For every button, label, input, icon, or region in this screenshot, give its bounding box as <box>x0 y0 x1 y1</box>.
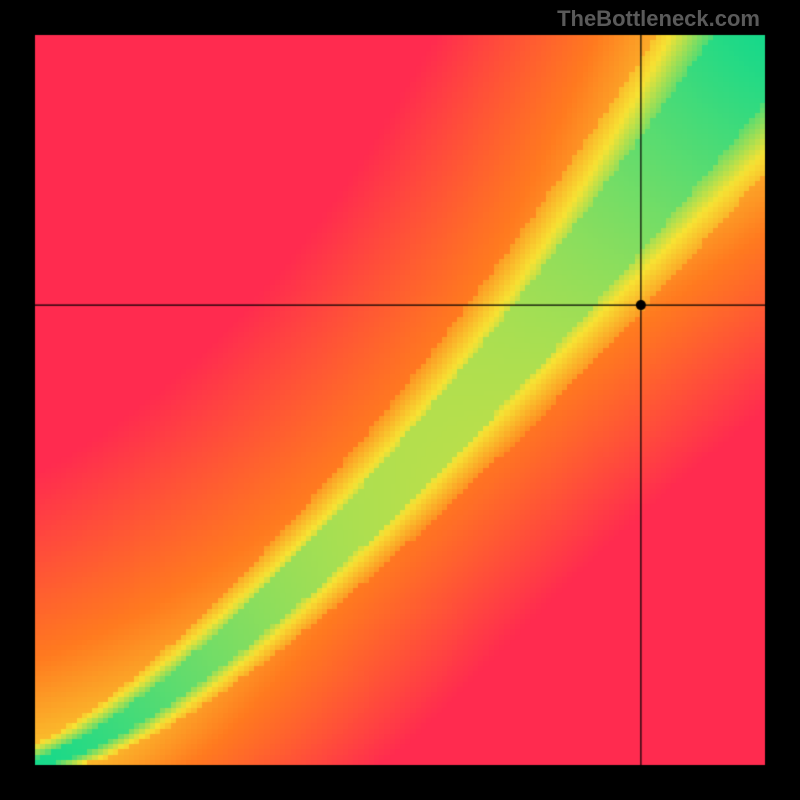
bottleneck-heatmap <box>0 0 800 800</box>
watermark-text: TheBottleneck.com <box>557 6 760 32</box>
chart-container: TheBottleneck.com <box>0 0 800 800</box>
